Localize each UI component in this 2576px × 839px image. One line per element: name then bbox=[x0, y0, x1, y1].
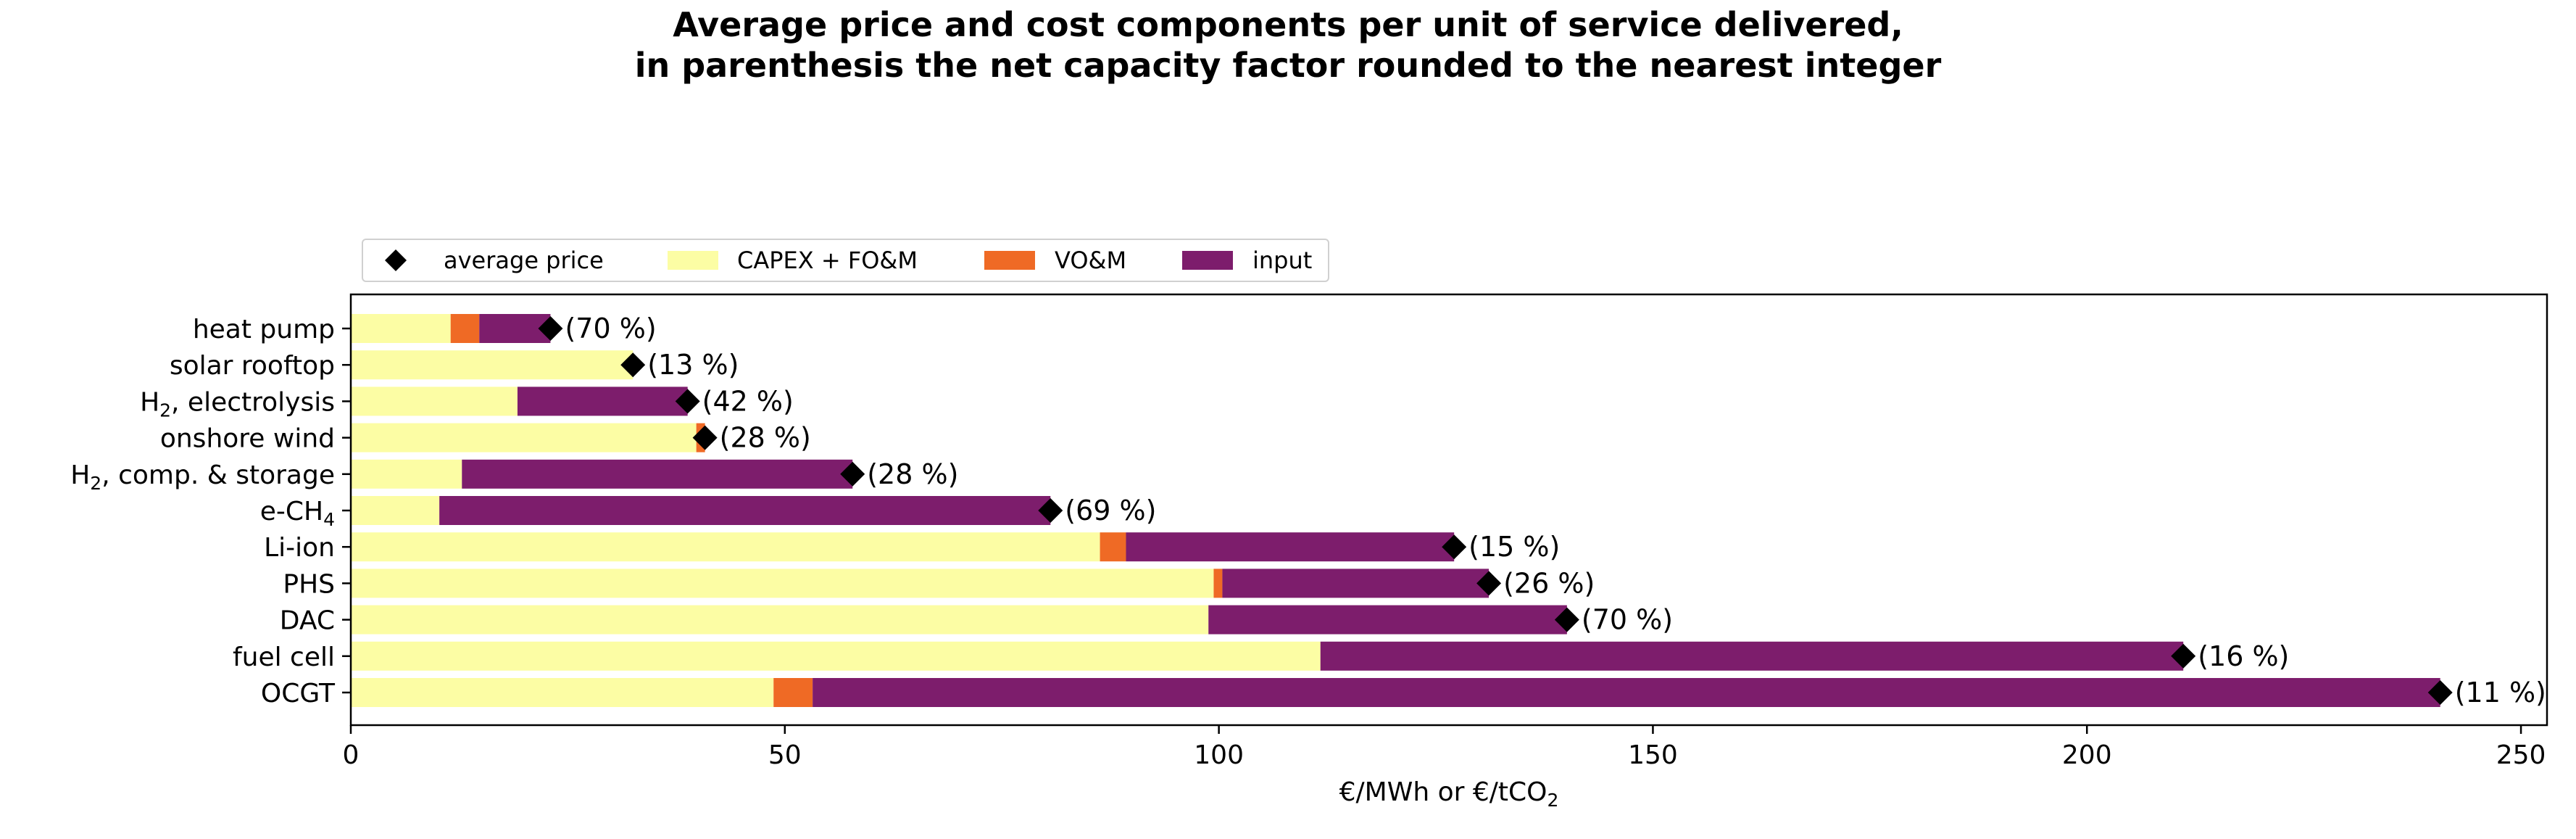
average-price-marker-dac bbox=[1554, 607, 1579, 632]
average-price-marker-phs bbox=[1476, 571, 1502, 596]
bar-phs-input bbox=[1222, 569, 1489, 598]
legend-swatch-input bbox=[1182, 251, 1233, 270]
y-tick-label-e-ch: e-CH4​ bbox=[260, 497, 335, 530]
average-price-marker-fuel-cell bbox=[2171, 643, 2196, 669]
bar-h-comp-storage-capex-fo-m bbox=[351, 459, 462, 489]
legend-label-average-price: average price bbox=[444, 247, 604, 274]
average-price-marker-h-electrolysis bbox=[675, 389, 700, 414]
chart-title-line-2: in parenthesis the net capacity factor r… bbox=[635, 46, 1942, 85]
bar-heat-pump-capex-fo-m bbox=[351, 314, 451, 343]
x-tick-label-100: 100 bbox=[1194, 740, 1244, 770]
capacity-factor-label-dac: (70 %) bbox=[1582, 604, 1673, 636]
capacity-factor-label-h-electrolysis: (42 %) bbox=[702, 385, 794, 417]
average-price-marker-ocgt bbox=[2427, 680, 2453, 705]
average-price-marker-solar-rooftop bbox=[620, 352, 646, 378]
x-axis: 0 50 100 150 200 250 bbox=[343, 725, 2546, 770]
y-tick-label-fuel-cell: fuel cell bbox=[233, 642, 335, 672]
average-price-marker-li-ion bbox=[1442, 534, 1467, 560]
bar-heat-pump-vo-m bbox=[450, 314, 480, 343]
bars bbox=[351, 314, 2440, 707]
legend-swatch-vo-m bbox=[984, 251, 1035, 270]
bar-li-ion-capex-fo-m bbox=[351, 532, 1100, 562]
y-tick-label-h-comp-storage: H2​, comp. & storage bbox=[70, 460, 335, 494]
capacity-factor-label-ocgt: (11 %) bbox=[2455, 677, 2546, 708]
capacity-factor-label-solar-rooftop: (13 %) bbox=[647, 349, 739, 381]
capacity-factor-label-e-ch: (69 %) bbox=[1065, 495, 1156, 526]
average-price-markers bbox=[538, 316, 2453, 705]
capacity-factor-label-li-ion: (15 %) bbox=[1468, 531, 1560, 563]
bar-h-comp-storage-input bbox=[462, 459, 853, 489]
bar-li-ion-vo-m bbox=[1100, 532, 1126, 562]
legend-label-input: input bbox=[1252, 247, 1312, 274]
average-price-marker-e-ch bbox=[1038, 498, 1063, 523]
x-tick-label-250: 250 bbox=[2496, 740, 2546, 770]
y-tick-label-onshore-wind: onshore wind bbox=[160, 424, 335, 454]
bar-e-ch-input bbox=[439, 496, 1051, 525]
legend-swatch-average-price bbox=[385, 249, 407, 271]
bar-phs-vo-m bbox=[1213, 569, 1223, 598]
x-tick-label-0: 0 bbox=[343, 740, 360, 770]
y-tick-label-solar-rooftop: solar rooftop bbox=[170, 351, 335, 381]
bar-li-ion-input bbox=[1126, 532, 1455, 562]
capacity-factor-label-fuel-cell: (16 %) bbox=[2198, 640, 2289, 672]
average-price-marker-heat-pump bbox=[538, 316, 563, 341]
legend-label-capex-fo-m: CAPEX + FO&M bbox=[737, 247, 918, 274]
bar-h-electrolysis-input bbox=[517, 387, 688, 416]
bar-ocgt-vo-m bbox=[773, 678, 813, 707]
capacity-factor-label-h-comp-storage: (28 %) bbox=[867, 458, 958, 490]
legend-box bbox=[362, 239, 1329, 282]
y-tick-label-phs: PHS bbox=[283, 569, 335, 599]
bar-phs-capex-fo-m bbox=[351, 569, 1214, 598]
y-tick-label-li-ion: Li-ion bbox=[264, 533, 335, 563]
y-tick-label-h-electrolysis: H2​, electrolysis bbox=[140, 387, 335, 421]
y-axis: heat pump solar rooftop H2​, electrolysiso… bbox=[70, 315, 351, 708]
capacity-factor-label-onshore-wind: (28 %) bbox=[720, 422, 811, 454]
legend-swatch-capex-fo-m bbox=[668, 251, 718, 270]
bar-ocgt-input bbox=[813, 678, 2440, 707]
legend: average price CAPEX + FO&M VO&M input bbox=[362, 239, 1329, 282]
chart-title-line-1: Average price and cost components per un… bbox=[673, 5, 1903, 44]
bar-onshore-wind-capex-fo-m bbox=[351, 423, 697, 452]
y-tick-label-dac: DAC bbox=[280, 606, 335, 636]
x-tick-label-200: 200 bbox=[2062, 740, 2112, 770]
average-price-marker-onshore-wind bbox=[692, 425, 718, 450]
bar-solar-rooftop-capex-fo-m bbox=[351, 350, 633, 380]
bar-ocgt-capex-fo-m bbox=[351, 678, 774, 707]
bar-h-electrolysis-capex-fo-m bbox=[351, 387, 518, 416]
average-price-marker-h-comp-storage bbox=[840, 461, 865, 487]
x-tick-label-150: 150 bbox=[1628, 740, 1678, 770]
capacity-factor-label-heat-pump: (70 %) bbox=[565, 313, 656, 344]
y-tick-label-ocgt: OCGT bbox=[261, 679, 336, 708]
chart-title: Average price and cost components per un… bbox=[635, 5, 1942, 85]
bar-dac-capex-fo-m bbox=[351, 605, 1209, 635]
capacity-factor-annotations: (70 %) (13 %) (42 %) (28 %) (28 %) (69 %) (15 … bbox=[565, 313, 2546, 708]
capacity-factor-label-phs: (26 %) bbox=[1503, 567, 1595, 599]
x-tick-label-50: 50 bbox=[768, 740, 802, 770]
bar-fuel-cell-capex-fo-m bbox=[351, 641, 1321, 671]
bar-fuel-cell-input bbox=[1320, 641, 2184, 671]
legend-label-vo-m: VO&M bbox=[1055, 247, 1126, 274]
bar-e-ch-capex-fo-m bbox=[351, 496, 440, 525]
x-axis-label: €/MWh or €/tCO2​ bbox=[1339, 777, 1559, 811]
y-tick-label-heat-pump: heat pump bbox=[193, 315, 335, 344]
bar-dac-input bbox=[1208, 605, 1567, 635]
